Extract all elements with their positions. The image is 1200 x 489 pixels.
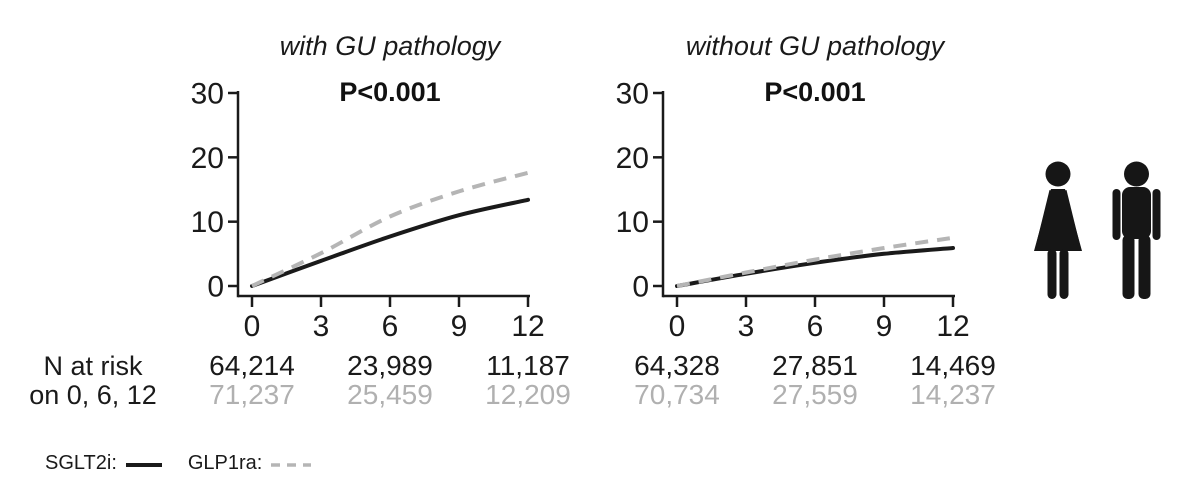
series-curve-glp1ra xyxy=(251,170,529,288)
glp1ra-dashed-line-swatch xyxy=(271,463,312,467)
y-tick-label: 30 xyxy=(616,78,649,111)
n-at-risk-glp1ra-month-0: 71,237 xyxy=(209,379,295,410)
y-tick-label: 10 xyxy=(191,206,224,239)
y-tick-label: 0 xyxy=(207,271,224,304)
n-at-risk-sglt2i-month-0: 64,214 xyxy=(209,350,295,381)
panel-title-without-gu-pathology: without GU pathology xyxy=(685,31,945,61)
p-value-without-gu-pathology: P<0.001 xyxy=(764,77,866,107)
legend: SGLT2i: GLP1ra: xyxy=(45,452,319,475)
series-curve-glp1ra xyxy=(676,235,954,288)
n-at-risk-glp1ra-month-12: 14,237 xyxy=(910,379,996,410)
n-at-risk-sglt2i-month-0: 64,328 xyxy=(634,350,720,381)
series-curve-sglt2i xyxy=(250,197,530,288)
n-at-risk-glp1ra-month-6: 27,559 xyxy=(772,379,858,410)
n-at-risk-glp1ra-month-6: 25,459 xyxy=(347,379,433,410)
y-tick-label: 20 xyxy=(191,142,224,175)
n-at-risk-glp1ra-month-12: 12,209 xyxy=(485,379,571,410)
x-tick-label: 6 xyxy=(382,310,399,343)
n-at-risk-sglt2i-month-6: 23,989 xyxy=(347,350,433,381)
n-at-risk-label-line1: N at risk xyxy=(43,351,143,381)
male-icon xyxy=(1112,161,1161,299)
x-tick-label: 12 xyxy=(936,310,969,343)
sex-icons xyxy=(1022,161,1165,311)
n-at-risk-label-line2: on 0, 6, 12 xyxy=(29,380,157,410)
x-tick-label: 3 xyxy=(313,310,330,343)
n-at-risk-sglt2i-month-12: 14,469 xyxy=(910,350,996,381)
n-at-risk-label: N at risk on 0, 6, 12 xyxy=(16,352,170,410)
n-at-risk-sglt2i-month-12: 11,187 xyxy=(486,350,570,381)
series-curve-sglt2i xyxy=(675,246,955,288)
x-tick-label: 0 xyxy=(244,310,261,343)
chart-without-gu-pathology: 0 10 20 30 0 3 6 9 12 64,328 27,851 14,469 70,734 27,… xyxy=(616,78,996,411)
p-value-with-gu-pathology: P<0.001 xyxy=(339,77,441,107)
female-icon xyxy=(1034,161,1082,299)
x-tick-label: 12 xyxy=(511,310,544,343)
n-at-risk-sglt2i-month-6: 27,851 xyxy=(772,350,858,381)
y-tick-label: 10 xyxy=(616,206,649,239)
y-tick-label: 30 xyxy=(191,78,224,111)
panel-title-with-gu-pathology: with GU pathology xyxy=(279,31,501,61)
x-tick-label: 0 xyxy=(669,310,686,343)
x-tick-label: 6 xyxy=(807,310,824,343)
y-tick-label: 20 xyxy=(616,142,649,175)
legend-label-sglt2i: SGLT2i: xyxy=(45,452,117,474)
legend-label-glp1ra: GLP1ra: xyxy=(187,452,263,474)
chart-with-gu-pathology: 0 10 20 30 0 3 6 9 12 64,214 23,989 11,187 71,237 25,… xyxy=(191,78,571,411)
y-tick-label: 0 xyxy=(632,271,649,304)
x-tick-label: 9 xyxy=(451,310,468,343)
sglt2i-solid-line-swatch xyxy=(125,463,162,467)
x-tick-label: 9 xyxy=(876,310,893,343)
n-at-risk-glp1ra-month-0: 70,734 xyxy=(634,379,720,410)
x-tick-label: 3 xyxy=(738,310,755,343)
